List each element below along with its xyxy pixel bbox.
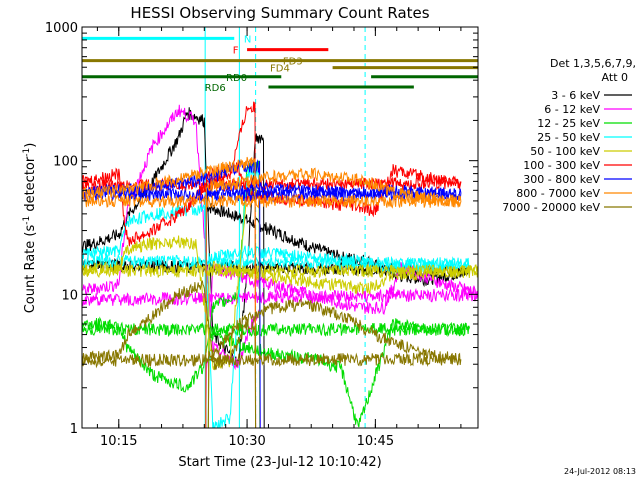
flag-label-fd4: FD4 [270, 64, 290, 75]
legend-label-1: 6 - 12 keV [544, 103, 600, 116]
legend-label-0: 3 - 6 keV [551, 89, 600, 102]
x-tick-label-2: 10:45 [357, 434, 394, 449]
plot-frame [81, 26, 479, 429]
x-axis-label: Start Time (23-Jul-12 10:10:42) [178, 455, 381, 470]
legend-label-6: 300 - 800 keV [523, 173, 600, 186]
flag-label-rd0: RD0 [226, 73, 247, 84]
legend-header-line-1: Det 1,3,5,6,7,9, [550, 57, 636, 70]
chart-title: HESSI Observing Summary Count Rates [130, 4, 429, 22]
series-line-7 [82, 156, 462, 428]
series-line-3 [82, 167, 470, 428]
legend-label-7: 800 - 7000 keV [516, 187, 600, 200]
series-line-5 [82, 101, 462, 428]
flag-label-rd6: RD6 [205, 83, 226, 94]
legend-label-4: 50 - 100 keV [530, 145, 600, 158]
legend-label-5: 100 - 300 keV [523, 159, 600, 172]
legend-header-line-2: Att 0 [602, 71, 628, 84]
footer-timestamp: 24-Jul-2012 08:13 [564, 467, 636, 476]
flag-label-f: F [233, 46, 239, 57]
y-tick-label-2: 100 [53, 155, 78, 170]
series-line-4 [82, 189, 478, 428]
y-tick-label-1: 10 [61, 288, 78, 303]
y-tick-label-3: 1000 [45, 21, 78, 36]
legend-label-3: 25 - 50 keV [537, 131, 600, 144]
y-tick-label-0: 1 [70, 422, 78, 437]
flag-label-n: N [244, 34, 251, 45]
series-line-8 [82, 280, 462, 428]
y-axis-label: Count Rate (s-1 detector-1) [22, 143, 38, 314]
x-tick-label-1: 10:30 [228, 434, 265, 449]
legend-label-8: 7000 - 20000 keV [502, 201, 600, 214]
legend-label-2: 12 - 25 keV [537, 117, 600, 130]
series-line-2 [82, 160, 470, 428]
series-line-1 [82, 104, 478, 428]
flag-label-fd3: FD3 [283, 57, 303, 68]
x-tick-label-0: 10:15 [100, 434, 137, 449]
